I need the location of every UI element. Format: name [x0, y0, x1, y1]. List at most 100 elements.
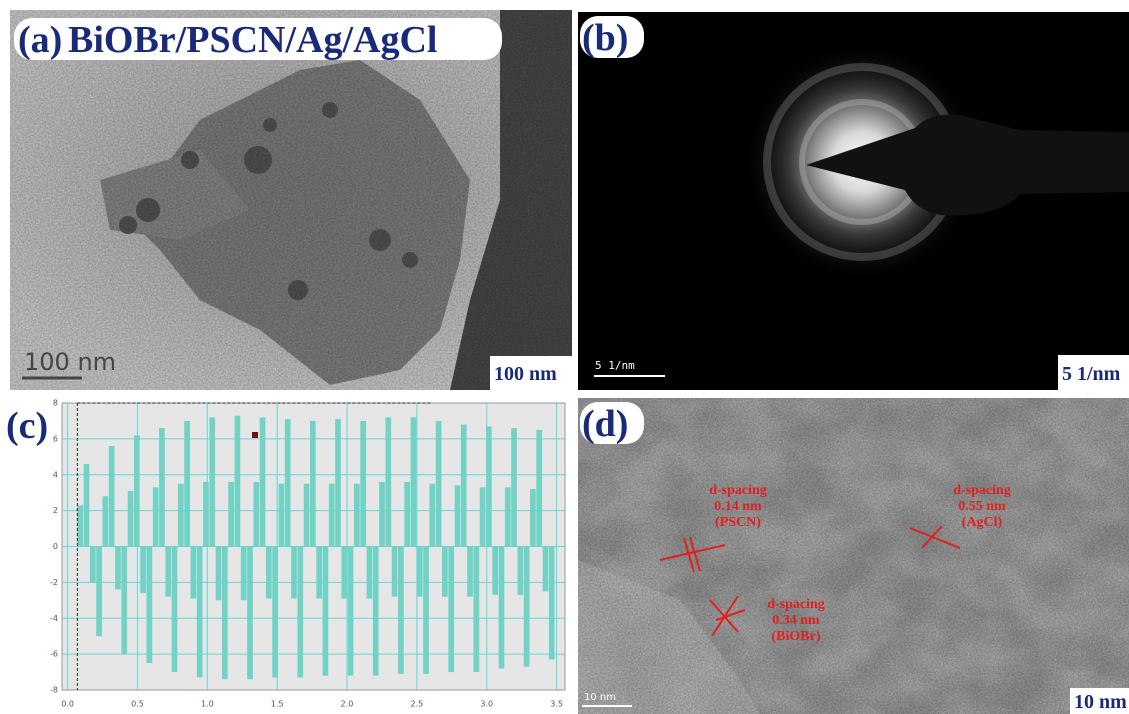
bar [385, 417, 392, 547]
bar [159, 428, 165, 547]
panel-title: BiOBr/PSCN/Ag/AgCl [68, 19, 437, 61]
bar [215, 546, 222, 601]
scale-box [490, 356, 572, 390]
bar [196, 546, 203, 678]
label-box [1070, 688, 1129, 714]
bar [140, 546, 146, 594]
y-tick-label: 8 [53, 399, 58, 408]
bar [265, 546, 272, 599]
bar [278, 483, 285, 547]
y-tick-label: 6 [53, 434, 58, 443]
bar [316, 546, 322, 599]
bar [322, 546, 329, 676]
bar [303, 483, 310, 547]
bar [190, 546, 197, 599]
scale-bar-label: 100 nm [24, 348, 116, 376]
y-tick-label: 2 [53, 506, 58, 515]
bar [171, 546, 178, 673]
annotation: d-spacing [953, 483, 1011, 498]
texture [10, 10, 572, 390]
x-tick-label: 1.0 [201, 700, 214, 709]
texture [578, 398, 1129, 714]
bar [284, 419, 291, 547]
bar [504, 487, 511, 547]
title-box [14, 18, 502, 60]
bar [435, 420, 442, 547]
bar [89, 546, 96, 583]
bar [366, 546, 373, 599]
bar [398, 546, 404, 674]
x-tick-label: 3.0 [480, 700, 493, 709]
bar [492, 546, 499, 595]
bar [83, 463, 90, 547]
bar [379, 481, 385, 547]
x-tick-label: 2.0 [341, 700, 354, 709]
bar [448, 546, 455, 673]
bar [121, 546, 128, 655]
bar [291, 546, 297, 599]
bar [328, 483, 335, 547]
annotation: 0.14 nm [714, 499, 762, 514]
bar [115, 546, 121, 590]
bar [410, 417, 417, 547]
bar [530, 489, 536, 547]
bar [310, 420, 316, 547]
bar [240, 546, 247, 601]
y-tick-label: 4 [53, 470, 58, 479]
bar [253, 481, 260, 547]
bar [335, 419, 341, 547]
bar [341, 546, 348, 599]
bar [228, 481, 234, 547]
bar [486, 426, 492, 547]
bar [234, 415, 241, 547]
bar [221, 546, 228, 680]
y-tick-label: -6 [50, 650, 58, 659]
bar [177, 483, 184, 547]
bar [479, 487, 486, 547]
bar [536, 429, 543, 547]
bar [146, 546, 153, 664]
bar [259, 417, 266, 547]
bar [102, 496, 109, 547]
panel-d: (d) d-spacing 0.14 nm (PSCN) d-spacing 0… [578, 398, 1129, 714]
scale-box-label: 5 1/nm [1062, 363, 1121, 385]
annotation: 0.34 nm [772, 613, 820, 628]
bar [429, 483, 436, 547]
bar [133, 435, 140, 547]
bar [372, 546, 379, 676]
bar [498, 546, 505, 669]
label-box [580, 16, 644, 58]
bar [203, 481, 209, 547]
x-tick-label: 2.5 [411, 700, 424, 709]
y-tick-label: -8 [50, 686, 58, 695]
scale-bar-label: 10 nm [584, 692, 616, 703]
y-tick-label: -2 [50, 578, 58, 587]
bar [442, 546, 448, 597]
x-tick-label: 3.5 [550, 700, 563, 709]
bar [272, 546, 278, 678]
x-tick-label: 1.5 [271, 700, 284, 709]
beam-stop [806, 114, 1129, 216]
label-box [580, 402, 644, 444]
bar [542, 546, 549, 592]
bar [423, 546, 429, 674]
scale-box-label: 10 nm [1074, 691, 1127, 713]
bar [473, 546, 480, 673]
annotation: (PSCN) [715, 515, 761, 530]
bar [354, 483, 360, 547]
annotation: 0.55 nm [958, 499, 1006, 514]
scale-box-label: 100 nm [494, 363, 557, 385]
bar [184, 420, 190, 547]
bar [77, 505, 84, 547]
bar [548, 546, 555, 660]
annotation: d-spacing [767, 597, 825, 612]
bar [416, 546, 423, 597]
y-tick-label: -4 [50, 614, 58, 623]
panel-a: (a) BiOBr/PSCN/Ag/AgCl 100 nm 100 nm [10, 10, 572, 390]
scale-bar-label: 5 1/nm [595, 359, 635, 372]
label-box [1058, 355, 1129, 390]
x-tick-label: 0.0 [61, 700, 74, 709]
x-tick-label: 0.5 [131, 700, 144, 709]
panel-label: (d) [582, 403, 628, 445]
